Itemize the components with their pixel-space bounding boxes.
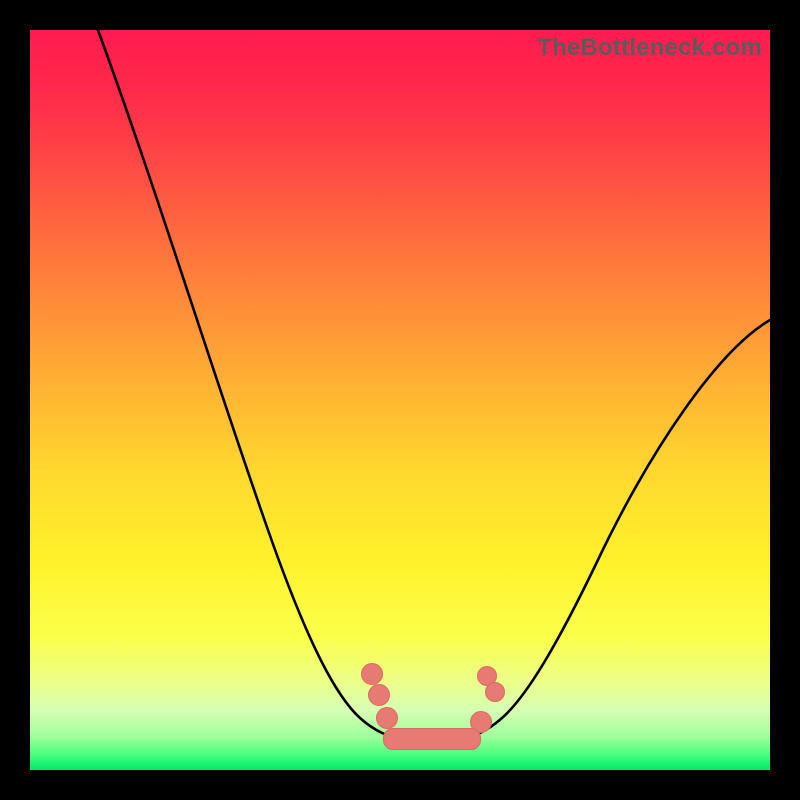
data-point-circle bbox=[485, 682, 505, 702]
plot-area: TheBottleneck.com bbox=[30, 30, 770, 770]
data-point-circle bbox=[376, 707, 398, 729]
outer-frame: TheBottleneck.com bbox=[0, 0, 800, 800]
curve-right-branch bbox=[470, 320, 770, 737]
watermark-text: TheBottleneck.com bbox=[537, 34, 762, 62]
curve-left-branch bbox=[98, 30, 392, 737]
data-point-circle bbox=[361, 663, 383, 685]
data-point-circle bbox=[368, 684, 390, 706]
data-point-minimum-pill bbox=[383, 728, 481, 750]
bottleneck-curve bbox=[30, 30, 770, 770]
